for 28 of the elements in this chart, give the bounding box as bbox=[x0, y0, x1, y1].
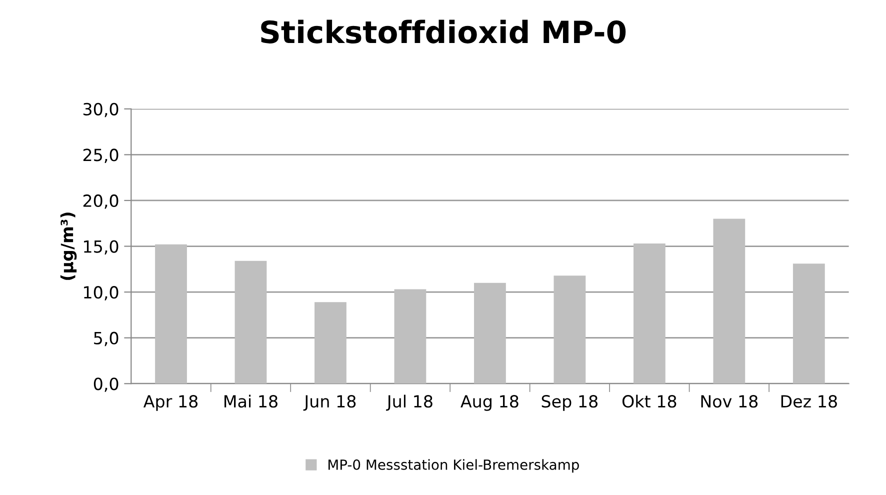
y-tick-label: 10,0 bbox=[84, 286, 118, 300]
x-tick-label: Apr 18 bbox=[143, 395, 198, 411]
chart-title: Stickstoffdioxid MP-0 bbox=[261, 20, 626, 44]
y-tick-label: 25,0 bbox=[83, 148, 118, 163]
bar bbox=[713, 218, 746, 384]
bar bbox=[633, 244, 666, 384]
bar bbox=[155, 244, 187, 384]
y-tick-label: 30,0 bbox=[83, 102, 118, 118]
y-tick-label: 0,0 bbox=[94, 378, 118, 392]
x-tick-label: Jul 18 bbox=[386, 394, 432, 411]
y-tick-label: 20,0 bbox=[83, 194, 118, 209]
legend-label: MP-0 Messstation Kiel-Bremerskamp bbox=[328, 459, 579, 473]
y-tick-label: 5,0 bbox=[94, 332, 118, 346]
x-tick-label: Nov 18 bbox=[701, 395, 758, 408]
x-tick-label: Aug 18 bbox=[460, 395, 518, 411]
bar bbox=[554, 276, 586, 384]
bar bbox=[474, 282, 506, 384]
x-tick-label: Dez 18 bbox=[781, 395, 837, 408]
y-tick-label: 15,0 bbox=[84, 240, 118, 255]
x-tick-label: Okt 18 bbox=[622, 394, 676, 408]
bar bbox=[792, 264, 825, 384]
bar bbox=[314, 302, 346, 384]
bar bbox=[394, 289, 426, 384]
bar bbox=[234, 260, 267, 384]
x-tick-label: Sep 18 bbox=[542, 395, 598, 411]
x-tick-label: Mai 18 bbox=[224, 394, 278, 408]
x-tick-label: Jun 18 bbox=[303, 395, 356, 411]
y-axis-title: (µg/m³) bbox=[60, 212, 77, 280]
